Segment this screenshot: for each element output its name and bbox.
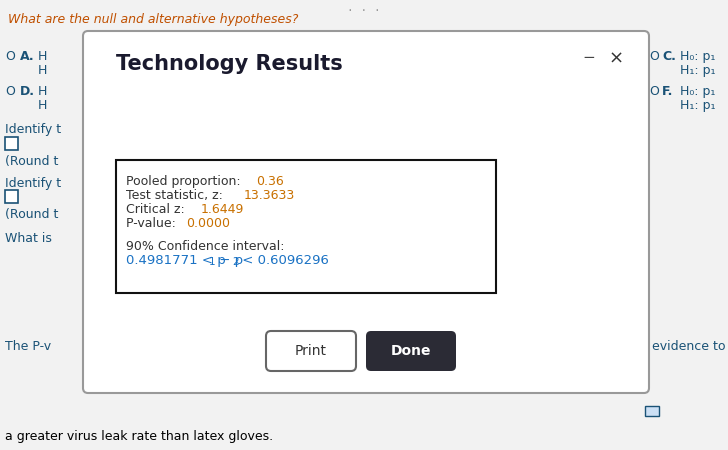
Text: H₁: p₁: H₁: p₁ <box>680 99 716 112</box>
Text: P-value:: P-value: <box>126 217 180 230</box>
Text: The P-v: The P-v <box>5 340 51 353</box>
Text: 0.36: 0.36 <box>256 175 284 188</box>
Text: 0.0000: 0.0000 <box>186 217 230 230</box>
FancyBboxPatch shape <box>645 406 659 416</box>
Text: F.: F. <box>662 85 673 98</box>
Text: (Round t: (Round t <box>5 155 58 168</box>
Text: H: H <box>38 50 47 63</box>
FancyBboxPatch shape <box>83 31 649 393</box>
Text: H₁: p₁: H₁: p₁ <box>680 64 716 77</box>
Text: D.: D. <box>20 85 35 98</box>
Text: O: O <box>5 50 15 63</box>
Text: 13.3633: 13.3633 <box>244 189 296 202</box>
Text: Critical z:: Critical z: <box>126 203 189 216</box>
Text: 90% Confidence interval:: 90% Confidence interval: <box>126 240 285 253</box>
Text: H₀: p₁: H₀: p₁ <box>680 85 716 98</box>
Text: O: O <box>649 50 659 63</box>
Text: Technology Results: Technology Results <box>116 54 343 74</box>
Text: Pooled proportion:: Pooled proportion: <box>126 175 245 188</box>
Text: H: H <box>38 99 47 112</box>
Text: What is: What is <box>5 232 52 245</box>
Text: H: H <box>38 85 47 98</box>
Text: H: H <box>38 64 47 77</box>
Text: a greater virus leak rate than latex gloves.: a greater virus leak rate than latex glo… <box>5 430 273 443</box>
Text: Test statistic, z:: Test statistic, z: <box>126 189 227 202</box>
Text: O: O <box>5 85 15 98</box>
Text: ×: × <box>609 50 624 68</box>
Text: C.: C. <box>662 50 676 63</box>
Text: O: O <box>649 85 659 98</box>
FancyBboxPatch shape <box>116 160 496 293</box>
Text: 1.6449: 1.6449 <box>201 203 245 216</box>
FancyBboxPatch shape <box>5 137 18 150</box>
FancyBboxPatch shape <box>5 190 18 203</box>
FancyBboxPatch shape <box>366 331 456 371</box>
Text: (Round t: (Round t <box>5 208 58 221</box>
Text: A.: A. <box>20 50 35 63</box>
Text: −: − <box>582 50 596 65</box>
Text: . . .: . . . <box>347 3 381 13</box>
Text: 0.4981771 < p: 0.4981771 < p <box>126 254 226 267</box>
FancyBboxPatch shape <box>266 331 356 371</box>
Text: 2: 2 <box>232 257 239 267</box>
Text: evidence to: evidence to <box>652 340 725 353</box>
Text: Print: Print <box>295 344 327 358</box>
Text: What are the null and alternative hypotheses?: What are the null and alternative hypoth… <box>8 13 298 26</box>
Text: − p: − p <box>215 254 243 267</box>
Text: Identify t: Identify t <box>5 177 61 190</box>
Text: 1: 1 <box>209 257 215 267</box>
Text: H₀: p₁: H₀: p₁ <box>680 50 716 63</box>
Text: < 0.6096296: < 0.6096296 <box>238 254 329 267</box>
Text: Identify t: Identify t <box>5 123 61 136</box>
Text: Done: Done <box>391 344 431 358</box>
